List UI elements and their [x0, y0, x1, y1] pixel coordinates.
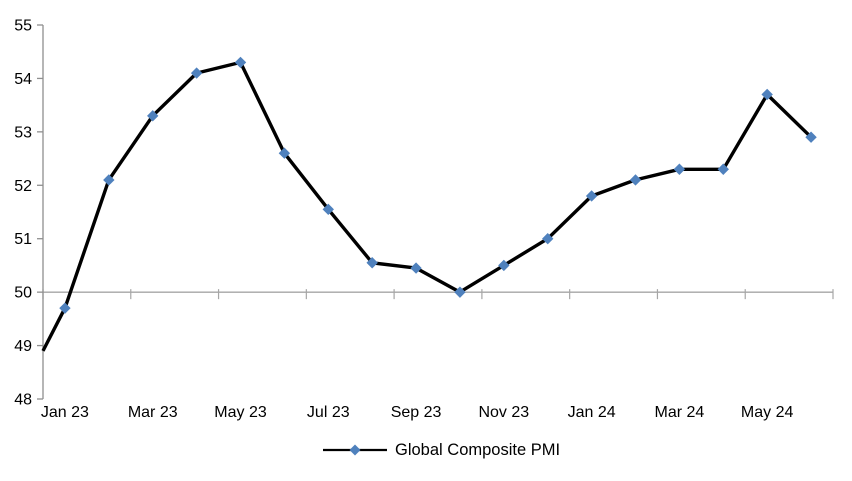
x-axis-label: Jul 23 [307, 404, 350, 421]
series-line [41, 60, 813, 352]
data-point-marker [322, 203, 334, 216]
data-point-marker [805, 131, 817, 143]
x-axis-label: Mar 23 [128, 404, 178, 421]
x-axis-label: May 24 [741, 404, 794, 421]
x-axis-label: Jan 23 [41, 404, 89, 421]
data-point-marker [542, 233, 554, 245]
y-axis-label: 53 [14, 124, 32, 141]
data-point-marker [234, 56, 247, 69]
data-point-marker [717, 163, 729, 175]
data-point-marker [673, 163, 686, 175]
x-axis-label: Jan 24 [568, 404, 616, 421]
x-axis-label: Mar 24 [654, 404, 704, 421]
chart-legend: Global Composite PMI [323, 440, 560, 460]
x-axis-label: Sep 23 [391, 404, 442, 421]
x-axis-label: May 23 [214, 404, 267, 421]
legend-line-marker-sample [323, 444, 387, 456]
data-point-marker [59, 302, 71, 314]
data-point-marker [454, 286, 466, 298]
y-axis-label: 49 [14, 338, 32, 355]
x-axis-label: Nov 23 [478, 404, 529, 421]
data-point-marker [585, 190, 598, 202]
data-point-marker [629, 174, 642, 186]
data-point-marker [190, 67, 203, 79]
legend-label: Global Composite PMI [395, 440, 561, 459]
data-point-marker [147, 110, 159, 122]
data-point-marker [761, 88, 773, 101]
data-point-marker [278, 147, 291, 159]
y-axis-label: 50 [14, 285, 32, 302]
data-point-marker [410, 262, 422, 274]
y-axis-label: 55 [14, 18, 32, 35]
data-point-marker [498, 259, 510, 272]
legend-sample-diamond [349, 444, 361, 456]
y-axis-label: 51 [14, 231, 32, 248]
y-axis-label: 54 [14, 71, 32, 88]
y-axis-label: 52 [14, 178, 32, 195]
y-axis-label: 48 [14, 392, 32, 409]
data-point-marker [103, 174, 115, 186]
data-point-marker [366, 257, 378, 269]
